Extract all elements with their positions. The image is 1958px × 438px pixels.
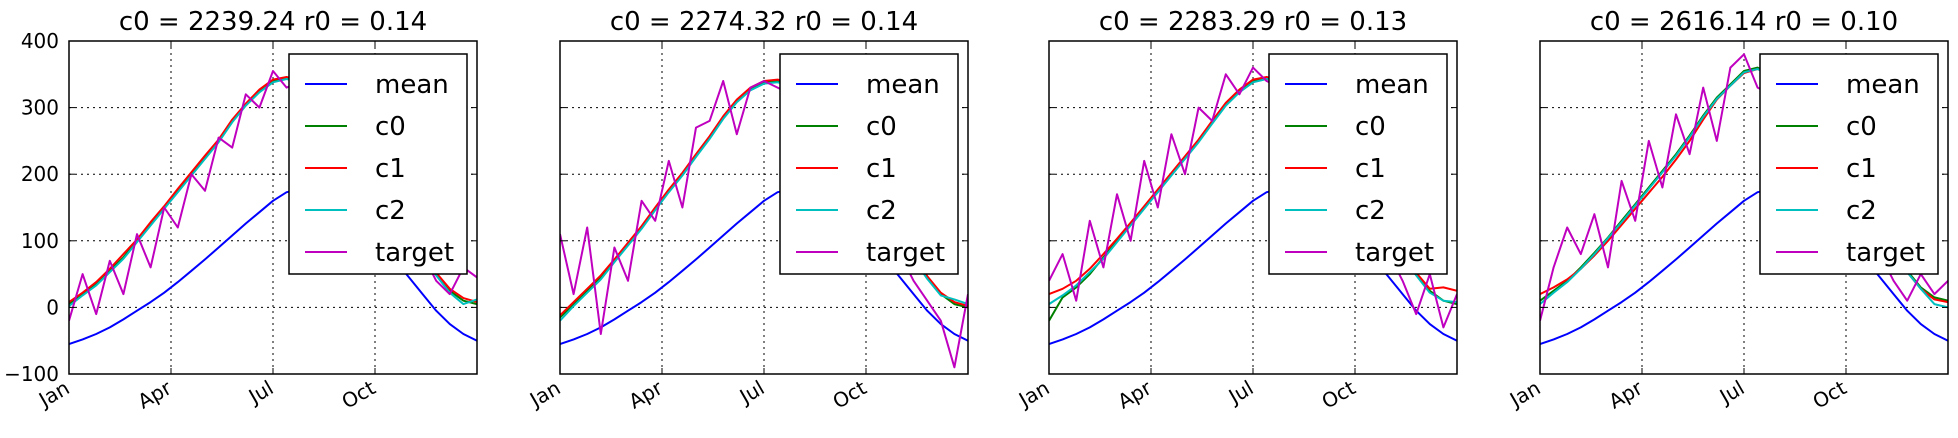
x-tick-label: Jan <box>1013 376 1053 413</box>
legend-label-mean: mean <box>1846 70 1920 100</box>
legend-label-c0: c0 <box>375 112 406 142</box>
legend-label-c1: c1 <box>866 154 897 184</box>
series-line-mean <box>1049 188 1457 345</box>
x-tick-label: Apr <box>1114 375 1157 413</box>
legend-label-c1: c1 <box>375 154 406 184</box>
y-tick-label: 400 <box>21 29 59 53</box>
series-line-mean <box>1540 188 1948 345</box>
legend-label-target: target <box>866 238 945 268</box>
legend-box <box>779 53 959 275</box>
legend-label-c2: c2 <box>1355 196 1386 226</box>
legend-label-target: target <box>1846 238 1925 268</box>
legend-label-mean: mean <box>375 70 449 100</box>
legend: mean c0 c1 c2 target <box>1268 53 1448 275</box>
plot-title: c0 = 2274.32 r0 = 0.14 <box>610 7 918 37</box>
y-tick-label: −100 <box>4 362 59 386</box>
y-tick-label: 0 <box>46 295 59 319</box>
legend: mean c0 c1 c2 target <box>1759 53 1939 275</box>
plot-title: c0 = 2239.24 r0 = 0.14 <box>119 7 427 37</box>
x-tick-label: Jan <box>1504 376 1544 413</box>
legend-box <box>288 53 468 275</box>
legend-label-target: target <box>1355 238 1434 268</box>
x-tick-label: Jul <box>1714 376 1749 410</box>
legend-box <box>1268 53 1448 275</box>
x-tick-label: Oct <box>829 375 871 413</box>
y-tick-label: 200 <box>21 162 59 186</box>
plot-4: Jan Apr Jul Oct c0 = 2616.14 r0 = 0.10 mean c0… <box>1504 7 1949 414</box>
x-tick-label: Apr <box>625 375 668 413</box>
x-tick-label: Jul <box>243 376 278 410</box>
x-tick-label: Jul <box>1223 376 1258 410</box>
legend-label-c0: c0 <box>1846 112 1877 142</box>
legend-label-mean: mean <box>866 70 940 100</box>
x-tick-label: Jan <box>524 376 564 413</box>
x-tick-label: Jul <box>734 376 769 410</box>
legend-label-c2: c2 <box>866 196 897 226</box>
legend-label-c0: c0 <box>1355 112 1386 142</box>
legend-label-c1: c1 <box>1846 154 1877 184</box>
y-tick-label: 100 <box>21 229 59 253</box>
x-tick-label: Oct <box>338 375 380 413</box>
plot-title: c0 = 2616.14 r0 = 0.10 <box>1590 7 1898 37</box>
plot-3: Jan Apr Jul Oct c0 = 2283.29 r0 = 0.13 mean c0… <box>1013 7 1458 414</box>
x-tick-label: Oct <box>1318 375 1360 413</box>
x-tick-label: Oct <box>1809 375 1851 413</box>
legend-label-c2: c2 <box>375 196 406 226</box>
x-tick-label: Apr <box>134 375 177 413</box>
legend-label-mean: mean <box>1355 70 1429 100</box>
plot-2: Jan Apr Jul Oct c0 = 2274.32 r0 = 0.14 mean c0… <box>524 7 969 414</box>
plot-title: c0 = 2283.29 r0 = 0.13 <box>1099 7 1407 37</box>
legend-box <box>1759 53 1939 275</box>
legend-label-c1: c1 <box>1355 154 1386 184</box>
legend: mean c0 c1 c2 target <box>779 53 959 275</box>
legend: mean c0 c1 c2 target <box>288 53 468 275</box>
series-line-mean <box>560 188 968 345</box>
legend-label-target: target <box>375 238 454 268</box>
x-tick-label: Apr <box>1605 375 1648 413</box>
legend-label-c0: c0 <box>866 112 897 142</box>
y-tick-label: 300 <box>21 96 59 120</box>
series-line-mean <box>69 188 477 345</box>
legend-label-c2: c2 <box>1846 196 1877 226</box>
